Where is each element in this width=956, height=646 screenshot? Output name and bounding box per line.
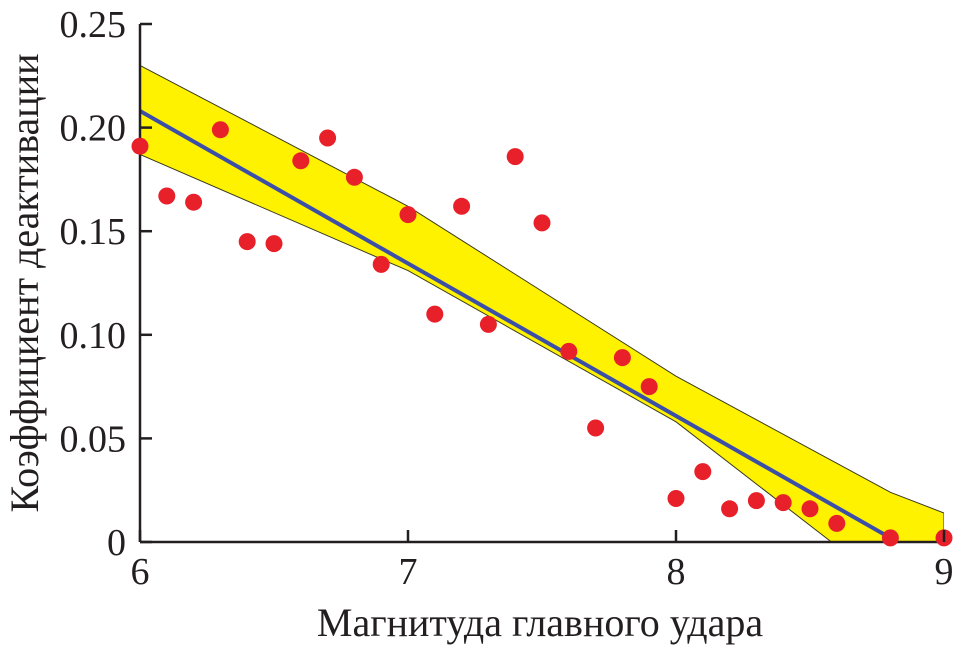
data-point (292, 152, 310, 170)
y-tick-label: 0.15 (60, 211, 127, 253)
data-point (828, 514, 846, 532)
data-point (694, 463, 712, 481)
data-point (640, 378, 658, 396)
data-point (506, 148, 524, 166)
data-point (211, 121, 229, 139)
data-point (667, 490, 685, 507)
confidence-band (140, 64, 944, 542)
data-point (319, 129, 337, 147)
y-tick-label: 0.10 (60, 315, 127, 357)
data-point (265, 235, 283, 253)
y-axis-title: Коэффициент деактивации (2, 53, 47, 512)
data-point (613, 349, 631, 367)
data-point (372, 255, 390, 273)
data-point (721, 500, 739, 518)
data-point (881, 529, 899, 547)
x-tick-label: 6 (131, 551, 150, 593)
data-point (747, 492, 765, 510)
data-point (185, 193, 203, 211)
y-tick-label: 0.05 (60, 418, 127, 460)
data-point (158, 187, 176, 205)
y-tick-label: 0 (107, 522, 126, 564)
data-point (801, 500, 819, 518)
data-point (533, 214, 551, 232)
data-point (426, 305, 444, 323)
data-point (131, 137, 149, 155)
x-axis-title: Магнитуда главного удара (317, 600, 763, 645)
y-tick-label: 0.25 (60, 4, 127, 46)
data-point (560, 342, 578, 360)
x-tick-label: 9 (935, 551, 954, 593)
data-point (238, 233, 256, 251)
data-point (587, 419, 605, 437)
x-tick-label: 7 (399, 551, 418, 593)
data-point (453, 197, 471, 215)
data-point (479, 315, 497, 333)
data-point (399, 206, 417, 224)
regression-line (140, 109, 892, 540)
x-tick-label: 8 (667, 551, 686, 593)
data-point (774, 494, 792, 512)
data-point (345, 168, 363, 186)
y-tick-label: 0.20 (60, 108, 127, 150)
